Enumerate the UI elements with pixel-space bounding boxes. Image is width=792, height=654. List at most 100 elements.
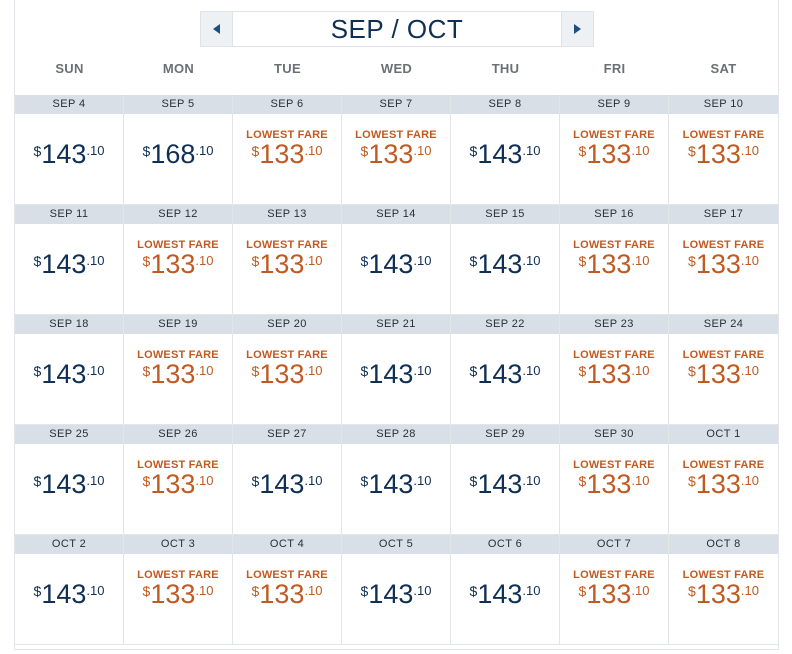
fare-cents: .10 [195,363,214,378]
lowest-fare-label: LOWEST FARE [682,459,765,471]
currency-symbol: $ [688,143,696,159]
day-cell[interactable]: OCT 8 LOWEST FARE $133.10 [669,535,778,645]
currency-symbol: $ [251,143,260,159]
day-cell[interactable]: SEP 27 $143.10 [233,425,342,535]
day-cell[interactable]: OCT 6 $143.10 [451,535,560,645]
fare-price: $143.10 [451,471,559,498]
day-date-label: SEP 16 [560,205,668,224]
day-date-label: SEP 10 [669,95,778,114]
fare-dollars: 133 [586,359,632,389]
day-cell[interactable]: SEP 4 $143.10 [15,95,124,205]
lowest-fare-label: LOWEST FARE [355,129,437,141]
day-cell[interactable]: SEP 15 $143.10 [451,205,560,315]
day-cell[interactable]: SEP 16 LOWEST FARE $133.10 [560,205,669,315]
day-cell[interactable]: OCT 5 $143.10 [342,535,451,645]
day-cell[interactable]: SEP 23 LOWEST FARE $133.10 [560,315,669,425]
day-cell[interactable]: SEP 6 LOWEST FARE $133.10 [233,95,342,205]
day-cell[interactable]: SEP 29 $143.10 [451,425,560,535]
day-cell[interactable]: SEP 21 $143.10 [342,315,451,425]
day-cell[interactable]: SEP 12 LOWEST FARE $133.10 [124,205,233,315]
currency-symbol: $ [142,583,151,599]
day-cell[interactable]: SEP 25 $143.10 [15,425,124,535]
fare-cents: .10 [86,143,105,158]
fare-dollars: 133 [695,359,741,389]
day-cell[interactable]: SEP 18 $143.10 [15,315,124,425]
day-cell[interactable]: SEP 17 LOWEST FARE $133.10 [669,205,778,315]
fare-dollars: 133 [695,249,741,279]
currency-symbol: $ [360,473,369,489]
day-date-label: OCT 4 [233,535,341,554]
day-cell[interactable]: SEP 9 LOWEST FARE $133.10 [560,95,669,205]
fare-price: $133.10 [669,581,778,608]
fare-dollars: 133 [259,139,305,169]
weekday-tue: TUE [274,61,301,76]
lowest-fare-label: LOWEST FARE [682,129,765,141]
day-cell[interactable]: OCT 2 $143.10 [15,535,124,645]
day-cell[interactable]: SEP 8 $143.10 [451,95,560,205]
fare-price: $168.10 [124,141,232,168]
day-cell[interactable]: SEP 11 $143.10 [15,205,124,315]
fare-dollars: 133 [150,249,196,279]
left-triangle-icon [213,24,220,34]
weekday-header-row: SUN MON TUE WED THU FRI SAT [15,57,780,81]
next-month-button[interactable] [561,12,593,46]
fare-price: $143.10 [15,361,123,388]
fare-price: $133.10 [560,141,668,168]
fare-dollars: 133 [259,249,305,279]
day-cell[interactable]: OCT 4 LOWEST FARE $133.10 [233,535,342,645]
fare-cents: .10 [86,583,105,598]
weekday-fri: FRI [603,61,626,76]
previous-month-button[interactable] [201,12,233,46]
fare-cents: .10 [740,143,759,158]
day-cell[interactable]: OCT 7 LOWEST FARE $133.10 [560,535,669,645]
fare-cents: .10 [195,253,214,268]
day-date-label: OCT 1 [669,425,778,444]
fare-price: $133.10 [124,471,232,498]
fare-cents: .10 [522,473,541,488]
lowest-fare-label: LOWEST FARE [137,349,219,361]
day-cell[interactable]: SEP 14 $143.10 [342,205,451,315]
fare-price: $143.10 [233,471,341,498]
fare-dollars: 133 [259,359,305,389]
fare-cents: .10 [413,143,432,158]
day-date-label: OCT 2 [15,535,123,554]
day-cell[interactable]: SEP 5 $168.10 [124,95,233,205]
fare-dollars: 143 [41,579,87,609]
fare-calendar-grid: SEP 4 $143.10 SEP 5 $168.10 SEP 6 LOWEST FARE… [15,95,780,645]
fare-price: $143.10 [451,141,559,168]
day-cell[interactable]: OCT 3 LOWEST FARE $133.10 [124,535,233,645]
fare-dollars: 143 [477,139,523,169]
day-cell[interactable]: SEP 22 $143.10 [451,315,560,425]
right-triangle-icon [574,24,581,34]
fare-dollars: 143 [368,249,414,279]
day-cell[interactable]: SEP 28 $143.10 [342,425,451,535]
day-date-label: SEP 4 [15,95,123,114]
day-cell[interactable]: SEP 19 LOWEST FARE $133.10 [124,315,233,425]
day-date-label: SEP 26 [124,425,232,444]
fare-dollars: 133 [695,579,741,609]
fare-cents: .10 [740,253,759,268]
fare-price: $133.10 [342,141,450,168]
day-cell[interactable]: SEP 7 LOWEST FARE $133.10 [342,95,451,205]
day-cell[interactable]: SEP 24 LOWEST FARE $133.10 [669,315,778,425]
fare-dollars: 143 [477,579,523,609]
day-date-label: OCT 8 [669,535,778,554]
day-cell[interactable]: SEP 26 LOWEST FARE $133.10 [124,425,233,535]
day-date-label: SEP 18 [15,315,123,334]
day-cell[interactable]: SEP 10 LOWEST FARE $133.10 [669,95,778,205]
day-date-label: SEP 7 [342,95,450,114]
fare-dollars: 143 [41,139,87,169]
day-date-label: SEP 8 [451,95,559,114]
lowest-fare-label: LOWEST FARE [246,239,328,251]
fare-cents: .10 [740,473,759,488]
day-date-label: SEP 19 [124,315,232,334]
lowest-fare-label: LOWEST FARE [682,239,765,251]
day-cell[interactable]: OCT 1 LOWEST FARE $133.10 [669,425,778,535]
day-date-label: SEP 22 [451,315,559,334]
day-date-label: SEP 9 [560,95,668,114]
day-cell[interactable]: SEP 30 LOWEST FARE $133.10 [560,425,669,535]
day-cell[interactable]: SEP 20 LOWEST FARE $133.10 [233,315,342,425]
day-cell[interactable]: SEP 13 LOWEST FARE $133.10 [233,205,342,315]
fare-price: $133.10 [560,251,668,278]
day-date-label: SEP 6 [233,95,341,114]
